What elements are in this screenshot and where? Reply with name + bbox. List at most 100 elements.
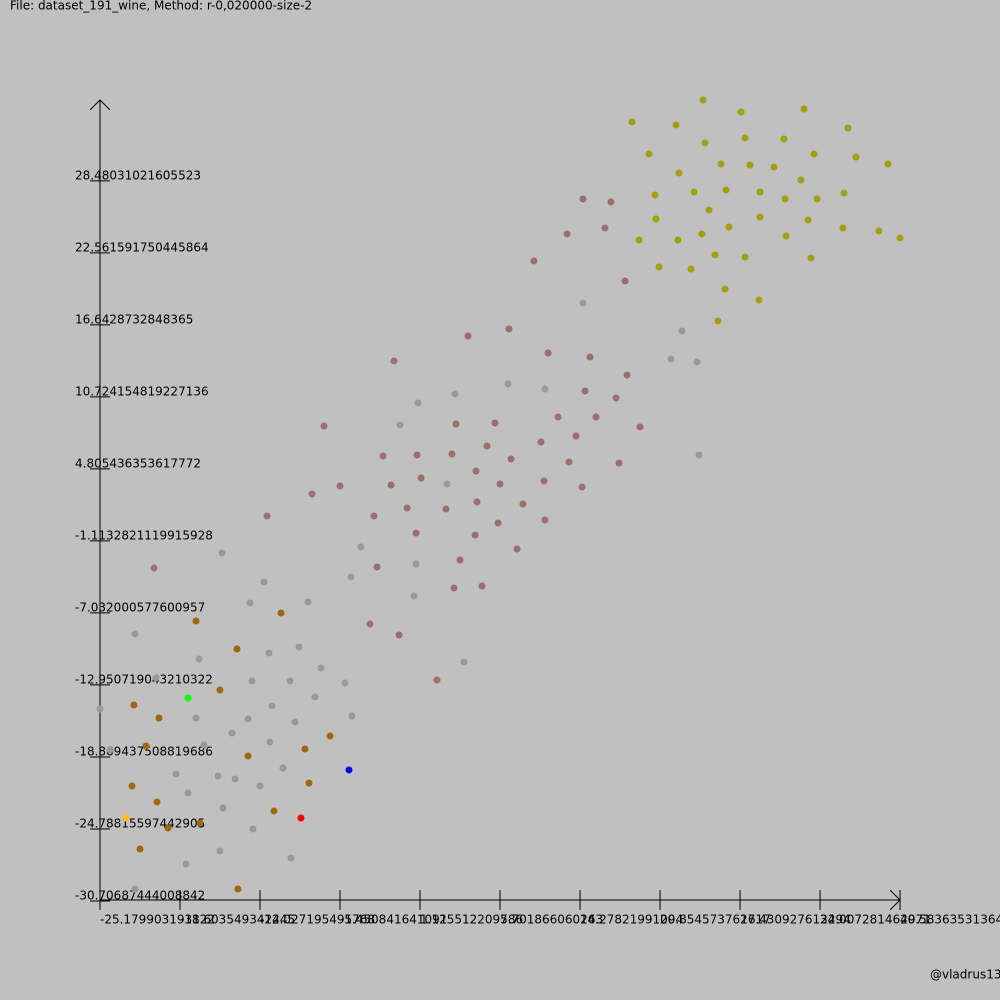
y-tick-label: -7.032000577600957 [75,600,205,614]
point [182,860,190,868]
point [840,189,848,197]
point [234,885,242,893]
point [412,560,420,568]
point [184,694,192,702]
point [192,714,200,722]
point [714,317,722,325]
point [875,227,883,235]
point [756,213,764,221]
point [675,169,683,177]
point [725,223,733,231]
point [472,467,480,475]
x-tick-label: 40.583635313648 [900,913,1000,927]
point [844,124,852,132]
point [308,490,316,498]
point [581,387,589,395]
point [623,371,631,379]
y-tick-label: -24.78815597442905 [75,816,205,830]
point [216,686,224,694]
point [478,582,486,590]
point [652,215,660,223]
point [279,764,287,772]
point [320,422,328,430]
point [396,421,404,429]
x-tick-label: -18.603549342445 [180,913,295,927]
point [122,814,130,822]
point [674,236,682,244]
point [544,349,552,357]
point [295,643,303,651]
point [326,732,334,740]
point [347,573,355,581]
point [645,150,653,158]
point [443,480,451,488]
point [519,500,527,508]
point [563,230,571,238]
axes [89,99,901,911]
point [244,752,252,760]
point [195,655,203,663]
y-tick-label: -12.950719043210322 [75,672,213,686]
point [410,592,418,600]
point [244,715,252,723]
point [628,118,636,126]
point [592,413,600,421]
point [370,512,378,520]
point [505,325,513,333]
x-tick-label: 27.430927612294 [740,913,851,927]
point [717,160,725,168]
point [387,481,395,489]
point [655,263,663,271]
point [297,814,305,822]
point [578,483,586,491]
point [214,772,222,780]
y-tick-label: -30.70687444008842 [75,888,205,902]
point [130,701,138,709]
point [395,631,403,639]
point [433,676,441,684]
point [782,232,790,240]
point [701,139,709,147]
point [379,452,387,460]
point [693,358,701,366]
point [155,714,163,722]
point [781,195,789,203]
point [287,854,295,862]
point [413,451,421,459]
point [770,163,778,171]
point [690,188,698,196]
point [106,746,114,754]
point [705,206,713,214]
point [586,353,594,361]
point [196,819,204,827]
point [260,578,268,586]
point [228,729,236,737]
point [579,195,587,203]
point [507,455,515,463]
point [621,277,629,285]
point [150,564,158,572]
y-tick-label: 28.48031021605523 [75,168,201,182]
x-tick-label: -5.450841641091 [340,913,447,927]
point [336,482,344,490]
point [741,253,749,261]
point [839,224,847,232]
point [537,438,545,446]
y-tick-label: 16.6428732848365 [75,312,193,326]
point [200,741,208,749]
point [615,459,623,467]
x-tick-label: -25.179903193122 [100,913,215,927]
point [192,617,200,625]
point [246,599,254,607]
point [442,505,450,513]
point [128,782,136,790]
point [256,782,264,790]
point [305,779,313,787]
y-tick-label: 4.805436353617772 [75,456,201,470]
point [496,480,504,488]
point [268,702,276,710]
point [164,824,172,832]
point [456,556,464,564]
point [722,186,730,194]
